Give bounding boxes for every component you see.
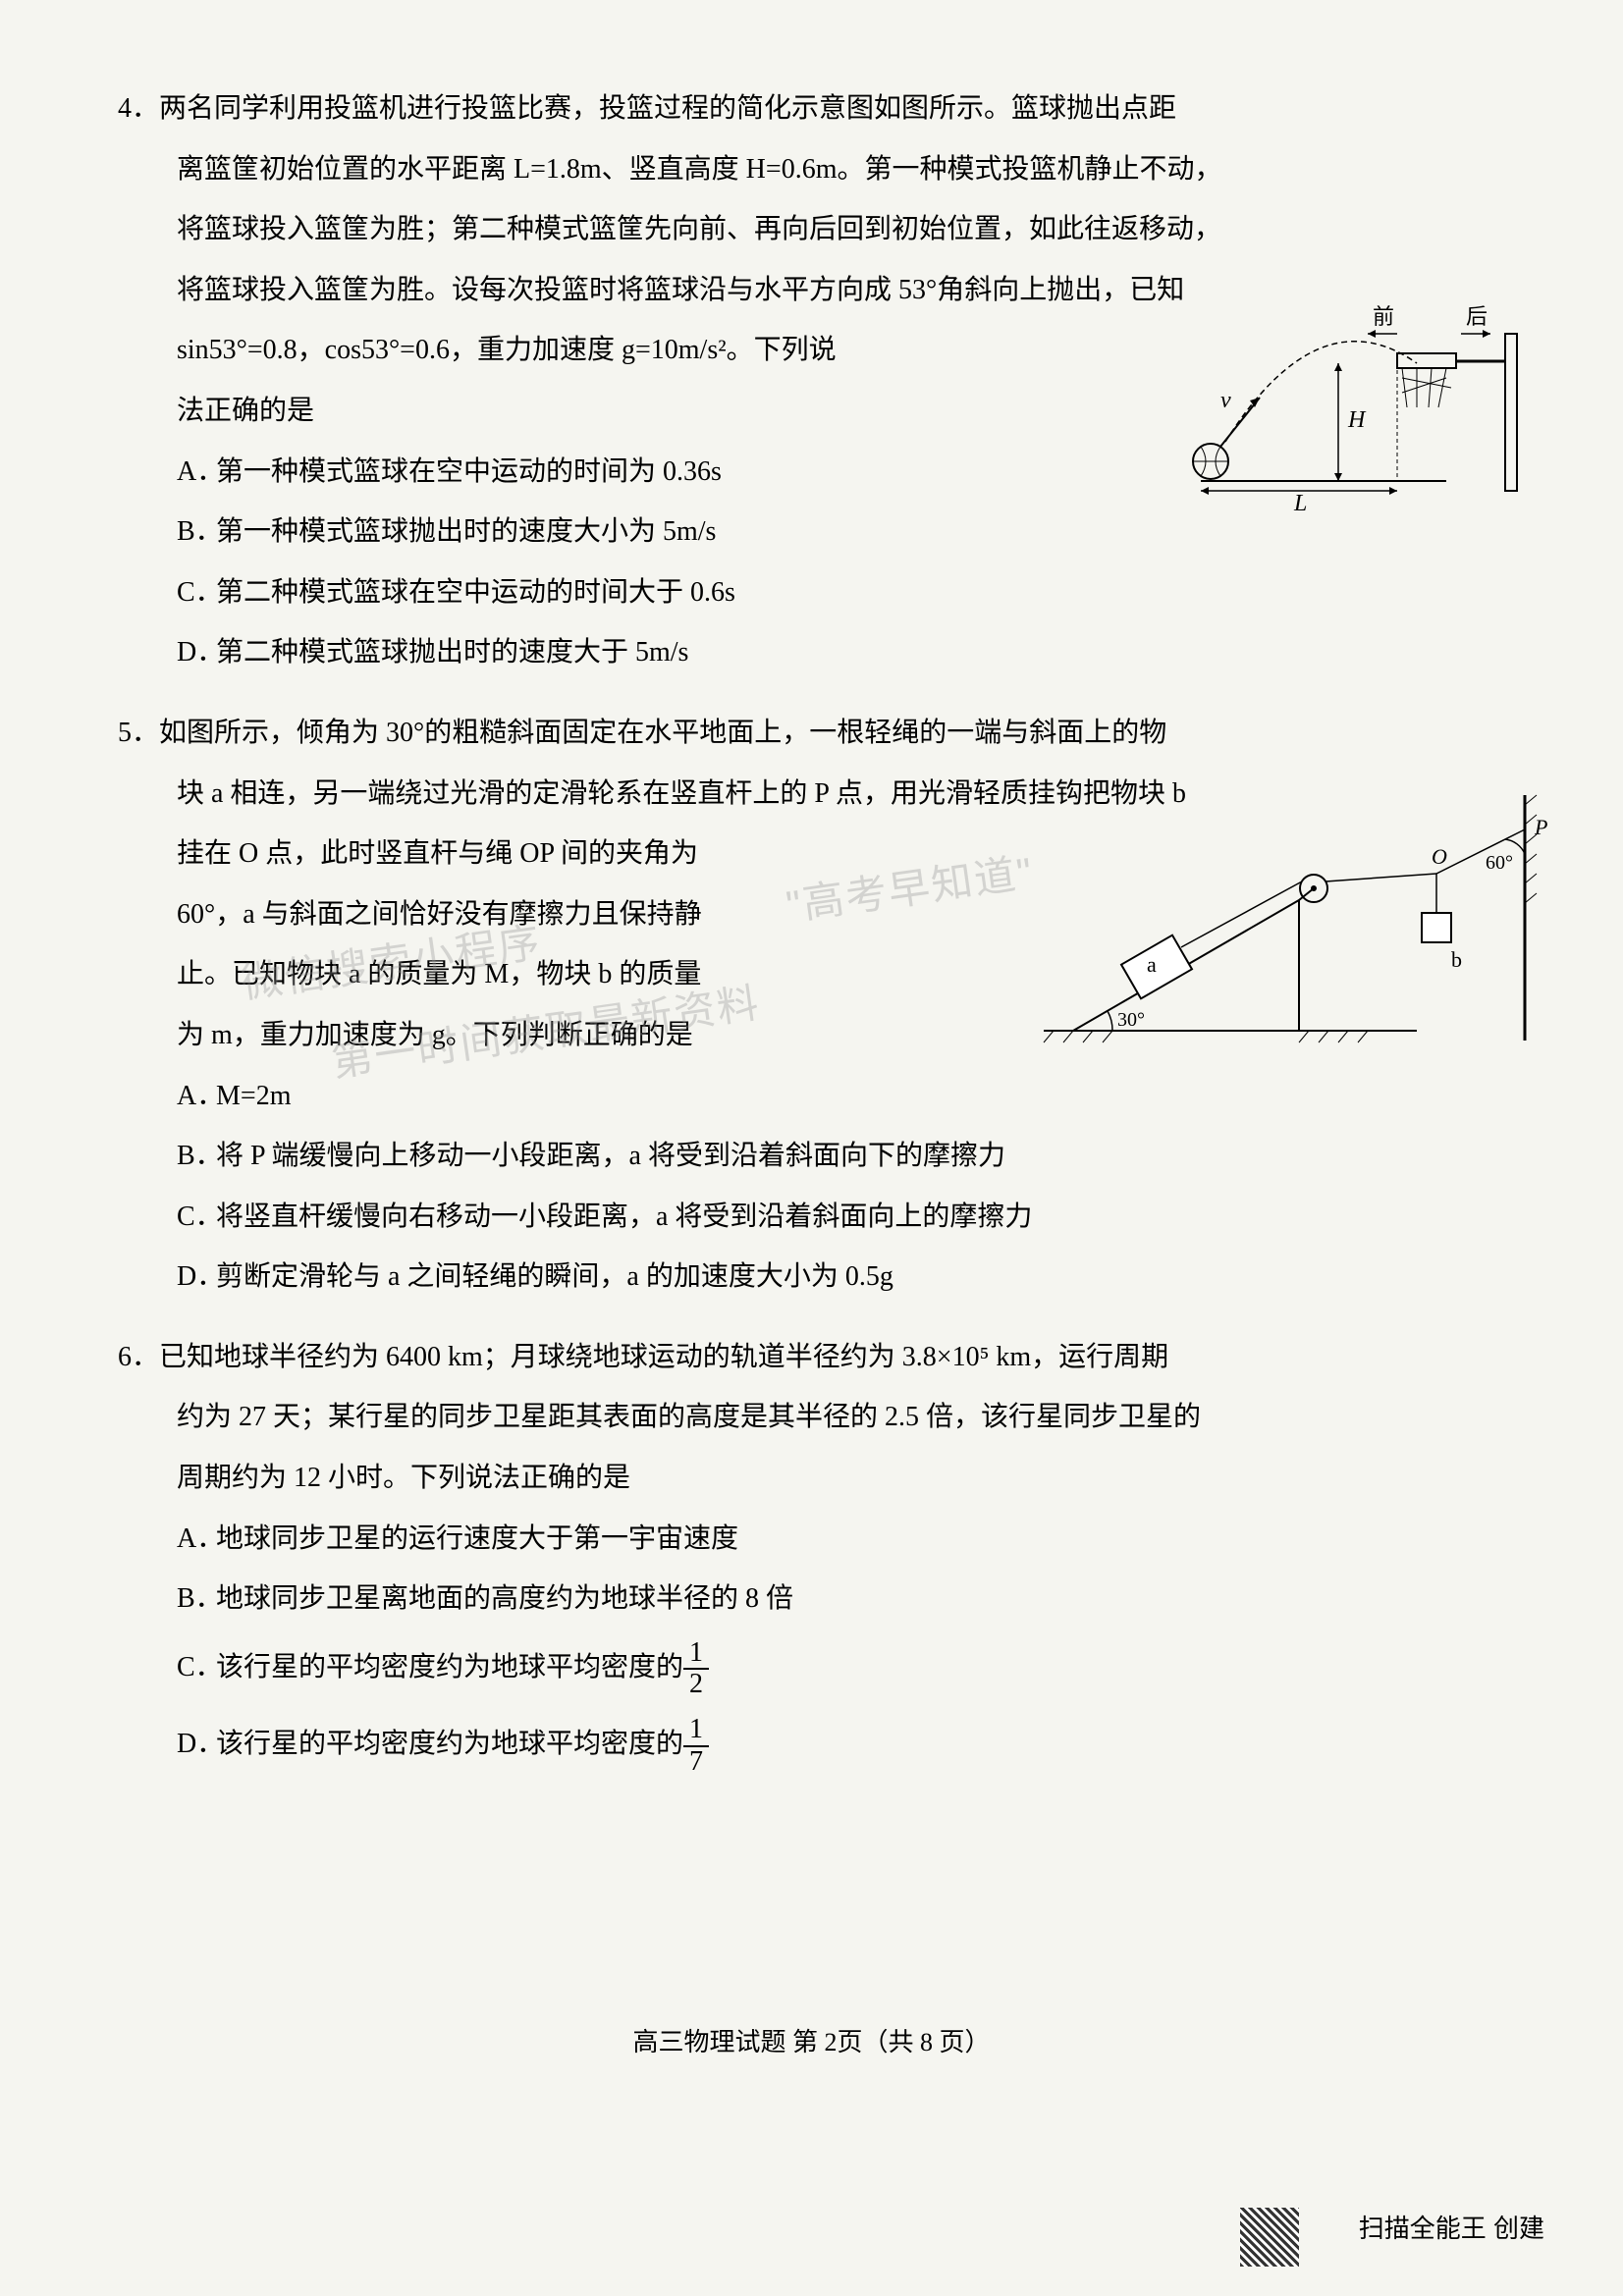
q5-line1: 如图所示，倾角为 30°的粗糙斜面固定在水平地面上，一根轻绳的一端与斜面上的物: [159, 718, 1166, 748]
q6-option-a: A．地球同步卫星的运行速度大于第一宇宙速度: [118, 1509, 1505, 1570]
q5-number: 5．: [118, 718, 159, 748]
q4-line2: 离篮筐初始位置的水平距离 L=1.8m、竖直高度 H=0.6m。第一种模式投篮机…: [118, 139, 1505, 200]
q5-label-a: a: [1147, 952, 1157, 977]
q5-text: 5．如图所示，倾角为 30°的粗糙斜面固定在水平地面上，一根轻绳的一端与斜面上的…: [118, 703, 1505, 764]
q5-option-b: B．将 P 端缓慢向上移动一小段距离，a 将受到沿着斜面向下的摩擦力: [118, 1126, 1505, 1187]
qr-code-icon: [1240, 2208, 1299, 2267]
q4-option-c: C．第二种模式篮球在空中运动的时间大于 0.6s: [118, 562, 1505, 623]
q5-option-a: A．M=2m: [118, 1066, 1505, 1127]
q4-label-back: 后: [1466, 304, 1488, 329]
q4-label-L: L: [1293, 491, 1307, 510]
q4-text: 4．两名同学利用投篮机进行投篮比赛，投篮过程的简化示意图如图所示。篮球抛出点距: [118, 79, 1505, 139]
q5-label-P: P: [1534, 815, 1547, 839]
q6-option-b: B．地球同步卫星离地面的高度约为地球半径的 8 倍: [118, 1569, 1505, 1629]
q4-label-front: 前: [1373, 304, 1394, 329]
q6-option-d: D．该行星的平均密度约为地球平均密度的17: [118, 1706, 1505, 1783]
q6-text: 6．已知地球半径约为 6400 km；月球绕地球运动的轨道半径约为 3.8×10…: [118, 1327, 1505, 1388]
q5-label-30: 30°: [1117, 1009, 1145, 1031]
q4-number: 4．: [118, 93, 159, 124]
q6-line3: 周期约为 12 小时。下列说法正确的是: [118, 1448, 1505, 1509]
scan-app-text: 扫描全能王 创建: [1359, 2201, 1544, 2257]
q4-label-H: H: [1347, 407, 1367, 433]
question-6: 6．已知地球半径约为 6400 km；月球绕地球运动的轨道半径约为 3.8×10…: [118, 1327, 1505, 1784]
q5-label-60: 60°: [1486, 852, 1513, 874]
q5-label-O: O: [1432, 844, 1447, 869]
q4-option-d: D．第二种模式篮球抛出时的速度大于 5m/s: [118, 622, 1505, 683]
fraction-c: 12: [683, 1638, 709, 1701]
q4-diagram-svg: L v 前 后 H: [1171, 236, 1544, 510]
q5-option-d: D．剪断定滑轮与 a 之间轻绳的瞬间，a 的加速度大小为 0.5g: [118, 1247, 1505, 1308]
q4-label-v: v: [1220, 388, 1231, 413]
q5-option-c: C．将竖直杆缓慢向右移动一小段距离，a 将受到沿着斜面向上的摩擦力: [118, 1187, 1505, 1248]
q4-line1: 两名同学利用投篮机进行投篮比赛，投篮过程的简化示意图如图所示。篮球抛出点距: [159, 93, 1176, 124]
q5-figure: 30° a O P 60° b: [1024, 775, 1564, 1050]
q6-option-c: C．该行星的平均密度约为地球平均密度的12: [118, 1629, 1505, 1706]
q5-label-b: b: [1451, 947, 1462, 972]
fraction-d: 17: [683, 1715, 709, 1778]
q6-number: 6．: [118, 1342, 159, 1372]
q4-option-b: B．第一种模式篮球抛出时的速度大小为 5m/s: [118, 502, 1505, 562]
q4-figure: L v 前 后 H: [1171, 236, 1544, 510]
page-footer: 高三物理试题 第 2页（共 8 页）: [0, 2014, 1623, 2070]
q6-line1: 已知地球半径约为 6400 km；月球绕地球运动的轨道半径约为 3.8×10⁵ …: [159, 1342, 1168, 1372]
q6-line2: 约为 27 天；某行星的同步卫星距其表面的高度是其半径的 2.5 倍，该行星同步…: [118, 1387, 1505, 1448]
q5-diagram-svg: 30° a O P 60° b: [1024, 775, 1564, 1050]
